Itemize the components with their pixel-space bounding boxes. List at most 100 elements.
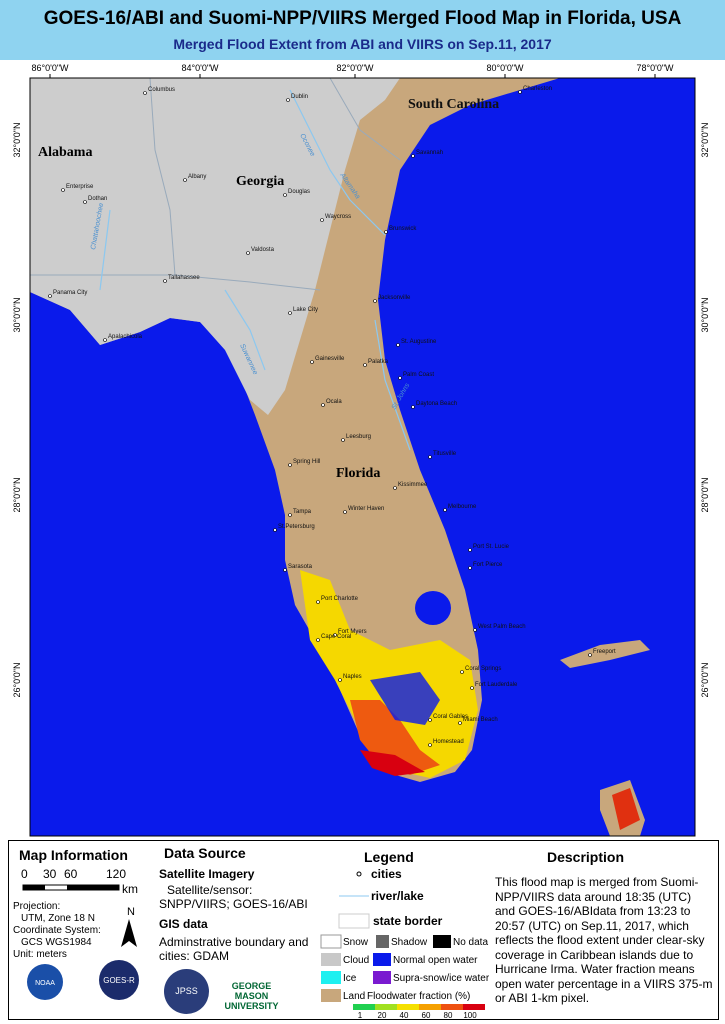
logo-gmu: GEORGE MASON UNIVERSITY <box>224 981 279 1011</box>
ramp-cell <box>463 1004 485 1010</box>
legend-text: No data <box>453 937 488 948</box>
swatch <box>376 935 389 948</box>
city-marker <box>458 721 462 725</box>
city-label: Sarasota <box>288 564 313 570</box>
ramp-cell <box>441 1004 463 1010</box>
text: Adminstrative boundary and cities: GDAM <box>159 935 309 963</box>
legend-text: Shadow <box>391 937 428 948</box>
heading: Legend <box>364 849 414 865</box>
city-label: Valdosta <box>251 247 275 253</box>
lat-label: 26°0'0"N <box>700 662 710 697</box>
city-marker <box>316 638 320 642</box>
city-label: Daytona Beach <box>416 401 457 407</box>
swatch <box>321 953 341 966</box>
state-label: Georgia <box>236 174 284 189</box>
city-label: Homestead <box>433 739 464 745</box>
city-marker <box>428 455 432 459</box>
text: Projection: <box>13 901 61 912</box>
legend-text: river/lake <box>371 889 424 903</box>
city-label: Apalachicola <box>108 334 143 340</box>
north-arrow <box>121 919 137 947</box>
city-label: Waycross <box>325 214 351 220</box>
city-label: Coral Gables <box>433 714 468 720</box>
state-label: Florida <box>336 466 380 481</box>
ramp-label: 100 <box>463 1011 477 1019</box>
city-label: Dothan <box>88 196 107 202</box>
text: Unit: meters <box>13 949 67 960</box>
city-marker <box>320 218 324 222</box>
river <box>289 89 386 236</box>
city-marker <box>428 718 432 722</box>
heading: Data Source <box>164 845 246 861</box>
city-label: Albany <box>188 174 206 180</box>
city-label: Palatka <box>368 359 389 365</box>
lat-label: 26°0'0"N <box>12 662 22 697</box>
lon-label: 80°0'0"W <box>486 63 524 73</box>
city-label: Palm Coast <box>403 372 434 378</box>
state-border <box>329 78 401 161</box>
description-text: This flood map is merged from Suomi-NPP/… <box>495 875 713 1005</box>
city-marker <box>518 90 522 94</box>
city-label: Jacksonville <box>378 295 411 301</box>
legend-border <box>338 913 370 929</box>
legend-text: Supra-snow/ice water <box>393 973 489 984</box>
text: SNPP/VIIRS; GOES-16/ABI <box>159 897 308 911</box>
ramp-label: 40 <box>400 1011 409 1019</box>
projection-info: Projection: UTM, Zone 18 N Coordinate Sy… <box>13 901 101 961</box>
city-marker <box>343 510 347 514</box>
subheading: Satellite Imagery <box>159 867 255 881</box>
city-label: Port Charlotte <box>321 596 359 602</box>
legend-text: Normal open water <box>393 955 478 966</box>
ramp-label: 1 <box>358 1011 363 1019</box>
lon-label: 82°0'0"W <box>336 63 374 73</box>
ramp-cell <box>397 1004 419 1010</box>
city-marker <box>321 403 325 407</box>
flood-south <box>370 672 440 725</box>
city-label: Fort Lauderdale <box>475 682 518 688</box>
flood <box>360 750 425 776</box>
city-marker <box>470 686 474 690</box>
city-label: St.Petersburg <box>278 524 315 530</box>
city-marker <box>163 279 167 283</box>
north-label: N <box>127 906 135 918</box>
city-label: Miami Beach <box>463 717 498 723</box>
state-label: Alabama <box>38 145 92 160</box>
lat-label: 28°0'0"N <box>700 477 710 512</box>
city-marker <box>183 178 187 182</box>
city-marker <box>316 600 320 604</box>
swatch <box>373 953 391 966</box>
city-label: Freeport <box>593 649 616 655</box>
city-marker <box>373 299 377 303</box>
legend-text: Ice <box>343 973 357 984</box>
state-label: South Carolina <box>408 97 499 112</box>
text: Satellite/sensor: <box>167 883 253 897</box>
city-label: Winter Haven <box>348 506 384 512</box>
river <box>224 289 266 371</box>
state-border <box>149 78 176 276</box>
city-marker <box>341 438 345 442</box>
city-label: West Palm Beach <box>478 624 526 630</box>
city-marker <box>273 528 277 532</box>
city-marker <box>103 338 107 342</box>
city-marker <box>283 568 287 572</box>
scale-label: 30 <box>43 867 57 881</box>
swatch <box>321 971 341 984</box>
city-label: Ocala <box>326 399 342 405</box>
city-marker <box>83 200 87 204</box>
city-label: Panama City <box>53 290 87 296</box>
flood <box>350 700 440 775</box>
city-marker <box>460 670 464 674</box>
legend-text: Snow <box>343 937 369 948</box>
info-graphics: 0 30 60 120 km N NOAA GOES-R <box>21 867 139 1000</box>
text: Coordinate System: <box>13 925 101 936</box>
scale-label: 60 <box>64 867 78 881</box>
legend-text: Land <box>343 991 365 1002</box>
subheading: GIS data <box>159 917 208 931</box>
city-label: Naples <box>343 674 362 680</box>
city-label: Brunswick <box>389 226 417 232</box>
city-label: Dublin <box>291 94 308 100</box>
swatch <box>321 989 341 1002</box>
scale-bar <box>23 885 45 890</box>
city-label: Lake City <box>293 307 318 313</box>
